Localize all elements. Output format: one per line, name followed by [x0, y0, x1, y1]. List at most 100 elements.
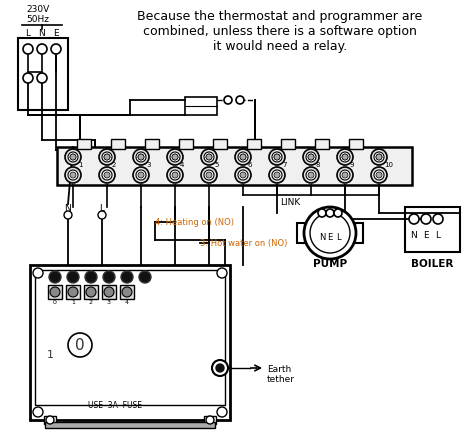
Circle shape	[376, 154, 382, 160]
Text: Because the thermostat and programmer are
combined, unless there is a software o: Because the thermostat and programmer ar…	[137, 10, 423, 53]
Circle shape	[65, 149, 81, 165]
Text: 2: 2	[89, 299, 93, 304]
Circle shape	[206, 416, 214, 424]
Circle shape	[240, 154, 246, 160]
Circle shape	[217, 407, 227, 417]
Bar	[48, 285, 62, 299]
Circle shape	[204, 152, 214, 162]
Circle shape	[337, 149, 353, 165]
Circle shape	[70, 172, 76, 178]
Circle shape	[201, 167, 217, 183]
Text: N: N	[38, 28, 46, 38]
Circle shape	[85, 271, 97, 283]
Circle shape	[376, 172, 382, 178]
Text: USE  3A  FUSE: USE 3A FUSE	[88, 400, 142, 409]
Text: Earth
tether: Earth tether	[267, 365, 295, 385]
Circle shape	[272, 152, 282, 162]
Bar	[405, 207, 460, 252]
Circle shape	[238, 152, 248, 162]
Circle shape	[67, 271, 79, 283]
Text: 7: 7	[282, 162, 286, 168]
Circle shape	[70, 154, 76, 160]
Circle shape	[240, 154, 246, 160]
Circle shape	[235, 167, 251, 183]
Text: 1: 1	[46, 350, 54, 360]
Circle shape	[421, 214, 431, 224]
Circle shape	[37, 73, 47, 83]
Circle shape	[102, 170, 112, 180]
Bar	[297, 223, 305, 243]
Circle shape	[23, 73, 33, 83]
Circle shape	[49, 271, 61, 283]
Circle shape	[172, 154, 178, 160]
Circle shape	[274, 154, 280, 160]
Circle shape	[310, 213, 350, 253]
Bar	[35, 270, 225, 405]
Text: E: E	[423, 230, 429, 240]
Circle shape	[308, 172, 314, 178]
Text: E: E	[53, 28, 59, 38]
Circle shape	[206, 154, 212, 160]
Text: L: L	[100, 203, 104, 213]
Circle shape	[167, 149, 183, 165]
Bar	[84, 285, 98, 299]
Bar	[179, 139, 193, 149]
Text: 1: 1	[78, 162, 82, 168]
Circle shape	[212, 360, 228, 376]
Circle shape	[326, 209, 334, 217]
Circle shape	[46, 416, 54, 424]
Circle shape	[138, 172, 144, 178]
Circle shape	[206, 154, 212, 160]
Text: N: N	[410, 230, 418, 240]
Circle shape	[98, 211, 106, 219]
Text: 230V
50Hz: 230V 50Hz	[27, 5, 50, 24]
Text: 3: 3	[107, 299, 111, 304]
Bar	[44, 416, 56, 424]
Bar	[77, 139, 91, 149]
Text: 10: 10	[384, 162, 393, 168]
Circle shape	[201, 149, 217, 165]
Circle shape	[304, 207, 356, 259]
Circle shape	[371, 167, 387, 183]
Text: 0: 0	[53, 299, 57, 304]
Circle shape	[308, 154, 314, 160]
Circle shape	[136, 170, 146, 180]
Circle shape	[133, 149, 149, 165]
Text: 9: 9	[350, 162, 355, 168]
Circle shape	[216, 364, 224, 372]
Circle shape	[104, 287, 114, 297]
Circle shape	[340, 152, 350, 162]
Circle shape	[50, 287, 60, 297]
Text: 1: 1	[71, 299, 75, 304]
Bar	[281, 139, 295, 149]
Circle shape	[374, 152, 384, 162]
Circle shape	[170, 152, 180, 162]
Text: 2: 2	[112, 162, 117, 168]
Text: 4: 4	[180, 162, 184, 168]
Circle shape	[51, 44, 61, 54]
Text: L: L	[336, 233, 340, 241]
Circle shape	[102, 152, 112, 162]
Bar	[315, 139, 329, 149]
Bar	[349, 139, 363, 149]
Circle shape	[23, 44, 33, 54]
Circle shape	[206, 172, 212, 178]
Bar	[355, 223, 363, 243]
Circle shape	[99, 167, 115, 183]
Circle shape	[204, 170, 214, 180]
Bar	[57, 147, 412, 185]
Circle shape	[217, 268, 227, 278]
Circle shape	[306, 152, 316, 162]
Circle shape	[37, 44, 47, 54]
Text: 4: Heating on (NO): 4: Heating on (NO)	[155, 218, 234, 226]
Circle shape	[342, 154, 348, 160]
Text: 0: 0	[75, 338, 85, 353]
Text: 3: Hot water on (NO): 3: Hot water on (NO)	[200, 238, 287, 248]
Circle shape	[170, 170, 180, 180]
Circle shape	[433, 214, 443, 224]
Circle shape	[274, 172, 280, 178]
Text: LINK: LINK	[280, 198, 300, 206]
Circle shape	[68, 152, 78, 162]
Circle shape	[33, 407, 43, 417]
Circle shape	[68, 170, 78, 180]
